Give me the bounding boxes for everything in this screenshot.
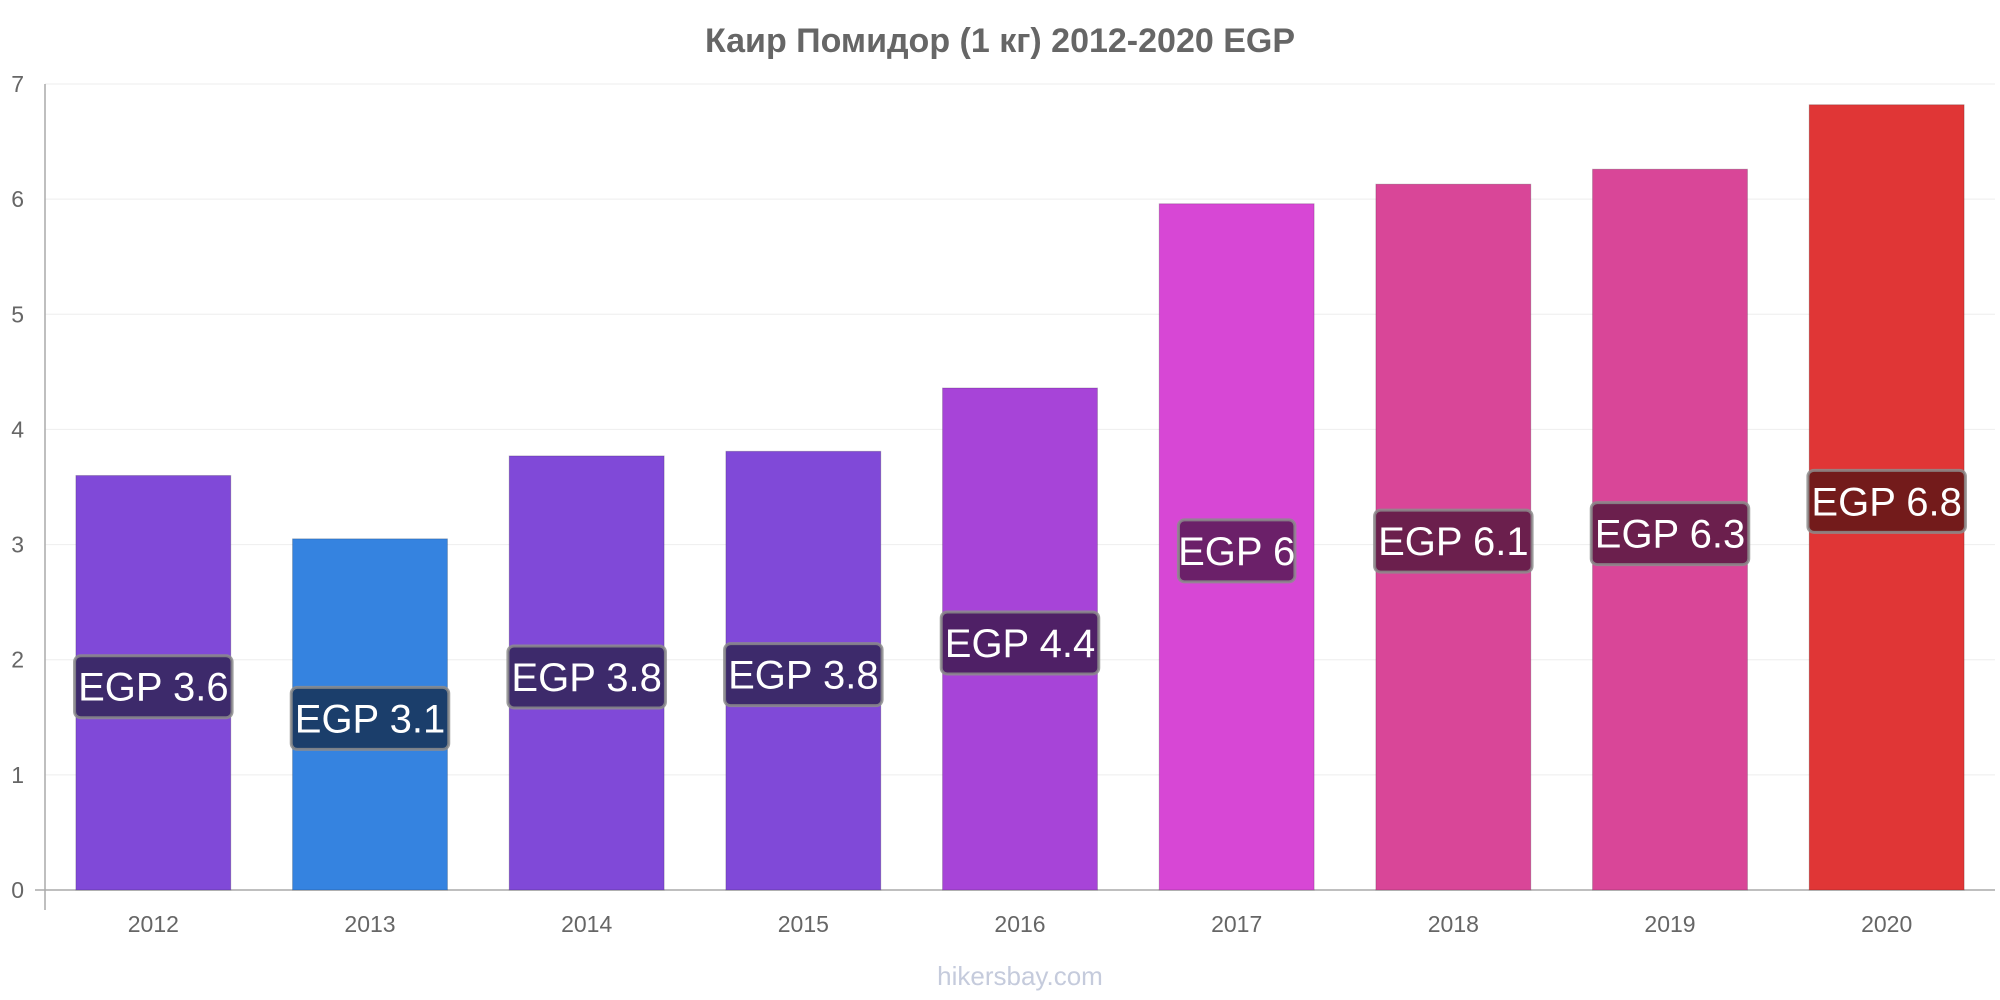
- x-tick-label: 2018: [1428, 911, 1479, 937]
- data-label-box: [73, 654, 234, 720]
- bars: [75, 104, 1965, 891]
- data-label: EGP 6: [1178, 530, 1295, 574]
- data-label: EGP 3.1: [295, 697, 445, 741]
- y-tick-label: 4: [11, 416, 24, 442]
- data-label-box: [1373, 508, 1534, 574]
- data-label-box: [723, 642, 884, 708]
- data-labels: EGP 3.6 EGP 3.1 EGP 3.8 EGP 3.8 EGP 4.4 EGP 6…: [73, 468, 1967, 751]
- data-label-box: [1589, 501, 1751, 567]
- y-tick-label: 5: [11, 301, 24, 327]
- data-label-box: [1806, 468, 1967, 534]
- x-tick-label: 2019: [1644, 911, 1695, 937]
- y-tick-label: 2: [11, 647, 24, 673]
- data-label: EGP 6.3: [1595, 513, 1745, 557]
- x-tick-label: 2014: [561, 911, 612, 937]
- y-tick-label: 3: [11, 532, 24, 558]
- data-label: EGP 6.8: [1811, 480, 1961, 524]
- chart-title: Каир Помидор (1 кг) 2012-2020 EGP: [705, 22, 1295, 60]
- y-tick-label: 0: [11, 877, 24, 903]
- data-label-box: [506, 644, 667, 710]
- data-label: EGP 3.8: [511, 656, 661, 700]
- y-tick-label: 7: [11, 71, 24, 97]
- data-label: EGP 6.1: [1378, 520, 1528, 564]
- x-tick-label: 2020: [1861, 911, 1912, 937]
- y-tick-label: 6: [11, 186, 24, 212]
- data-label-box: [289, 685, 451, 751]
- x-tick-label: 2012: [128, 911, 179, 937]
- data-label-box: [939, 610, 1101, 676]
- y-tick-label: 1: [11, 762, 24, 788]
- x-tick-label: 2017: [1211, 911, 1262, 937]
- data-label-box: [1176, 518, 1297, 584]
- x-tick-label: 2015: [778, 911, 829, 937]
- data-label: EGP 4.4: [945, 622, 1095, 666]
- x-tick-label: 2016: [994, 911, 1045, 937]
- data-label: EGP 3.8: [728, 654, 878, 698]
- data-label: EGP 3.6: [78, 666, 228, 710]
- source-credit[interactable]: hikersbay.com: [937, 961, 1103, 991]
- x-tick-label: 2013: [344, 911, 395, 937]
